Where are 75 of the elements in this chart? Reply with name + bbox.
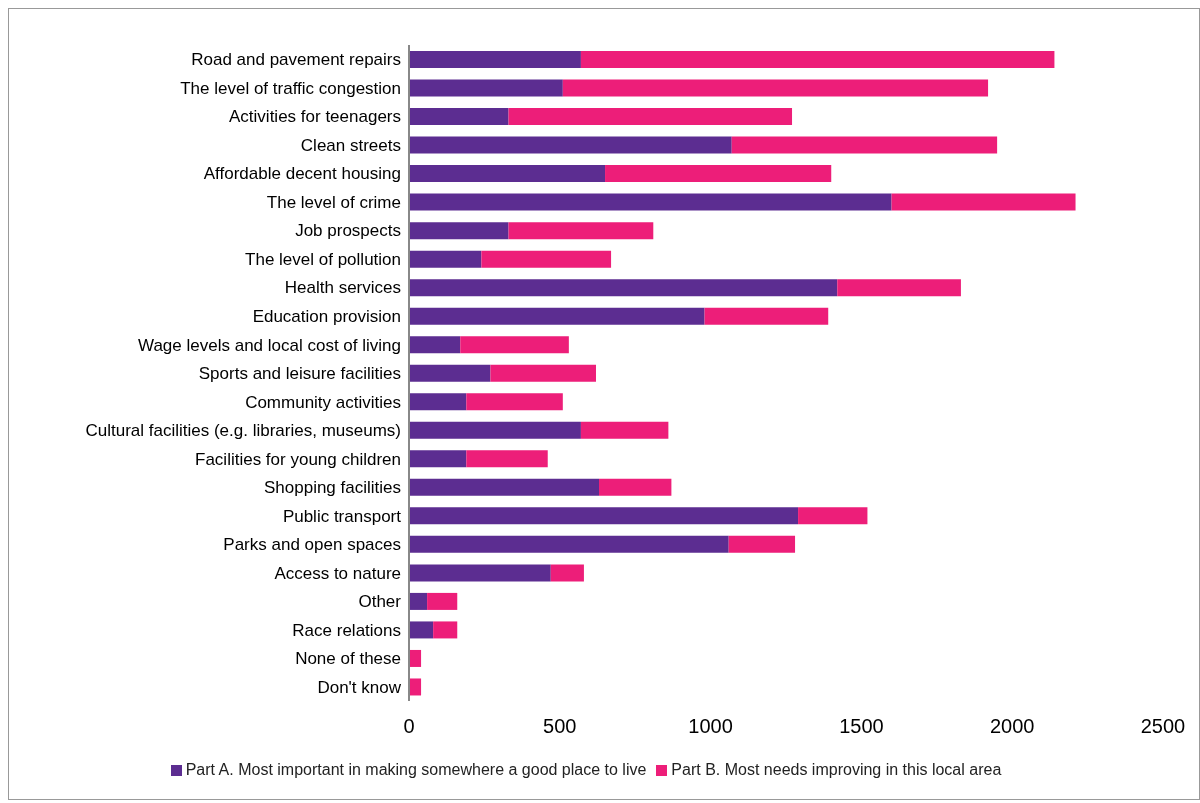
bar (409, 51, 581, 68)
bar (731, 136, 998, 154)
bar (550, 564, 584, 582)
bar (466, 450, 548, 468)
bar (409, 364, 491, 382)
bar (433, 621, 458, 639)
bar (409, 564, 551, 582)
bar (409, 193, 892, 211)
bar (409, 649, 422, 667)
y-tick-label: Job prospects (295, 221, 401, 241)
y-tick-label: Don't know (317, 677, 402, 697)
bar (466, 393, 563, 411)
y-tick-label: Race relations (292, 620, 401, 640)
bar (409, 621, 434, 639)
y-tick-label: Wage levels and local cost of living (137, 335, 401, 355)
bar (409, 165, 606, 183)
bar (409, 478, 600, 496)
bar (427, 592, 458, 610)
y-tick-label: Community activities (245, 392, 401, 412)
legend-label: Part A. Most important in making somewhere a good place to live (185, 761, 647, 778)
y-tick-label: Other (358, 592, 402, 612)
y-tick-label: None of these (295, 649, 401, 669)
x-tick-label: 0 (403, 715, 415, 738)
bar (409, 450, 467, 468)
bar (409, 421, 581, 439)
y-tick-label: Public transport (282, 506, 402, 526)
x-tick-label: 1500 (839, 715, 884, 738)
bar (409, 222, 509, 240)
bar (481, 250, 612, 268)
x-tick-label: 2000 (989, 715, 1035, 738)
y-tick-label: The level of pollution (245, 249, 401, 269)
y-tick-label: Cultural facilities (e.g. libraries, museums) (85, 421, 401, 441)
bar (580, 51, 1055, 68)
bar (409, 250, 482, 268)
bar (837, 279, 961, 297)
y-tick-label: Health services (284, 278, 401, 298)
x-tick-label: 2500 (1140, 715, 1186, 738)
y-tick-label: Affordable decent housing (203, 164, 401, 184)
bar (409, 108, 509, 126)
bar (580, 421, 669, 439)
y-tick-label: Road and pavement repairs (191, 50, 401, 70)
y-tick-label: Sports and leisure facilities (198, 364, 401, 384)
bar (409, 507, 799, 525)
bar (460, 336, 569, 354)
y-tick-label: Shopping facilities (263, 478, 401, 498)
bar (409, 592, 428, 610)
y-tick-label: Education provision (252, 306, 401, 326)
bar (409, 136, 732, 154)
bar (605, 165, 832, 183)
legend-label: Part B. Most needs improving in this local area (671, 761, 1002, 778)
bar (508, 222, 654, 240)
bar (409, 393, 467, 411)
bar (409, 307, 705, 325)
bar (409, 279, 838, 297)
y-tick-label: Activities for teenagers (229, 107, 401, 127)
y-tick-label: Clean streets (300, 135, 401, 155)
y-tick-label: Facilities for young children (195, 449, 401, 469)
bar (704, 307, 829, 325)
bar (409, 79, 563, 97)
y-tick-label: The level of crime (266, 192, 401, 212)
y-tick-label: Access to nature (274, 563, 401, 583)
y-tick-label: The level of traffic congestion (180, 78, 401, 98)
x-tick-label: 1000 (688, 715, 733, 738)
bar (490, 364, 596, 382)
bar (599, 478, 672, 496)
bar (409, 336, 461, 354)
bar (562, 79, 989, 97)
bar (409, 535, 729, 553)
y-tick-label: Parks and open spaces (223, 535, 401, 555)
bar (728, 535, 796, 553)
bar (409, 678, 422, 696)
x-tick-label: 500 (543, 715, 577, 738)
bar (798, 507, 868, 525)
bar (508, 108, 793, 126)
bar (891, 193, 1076, 211)
